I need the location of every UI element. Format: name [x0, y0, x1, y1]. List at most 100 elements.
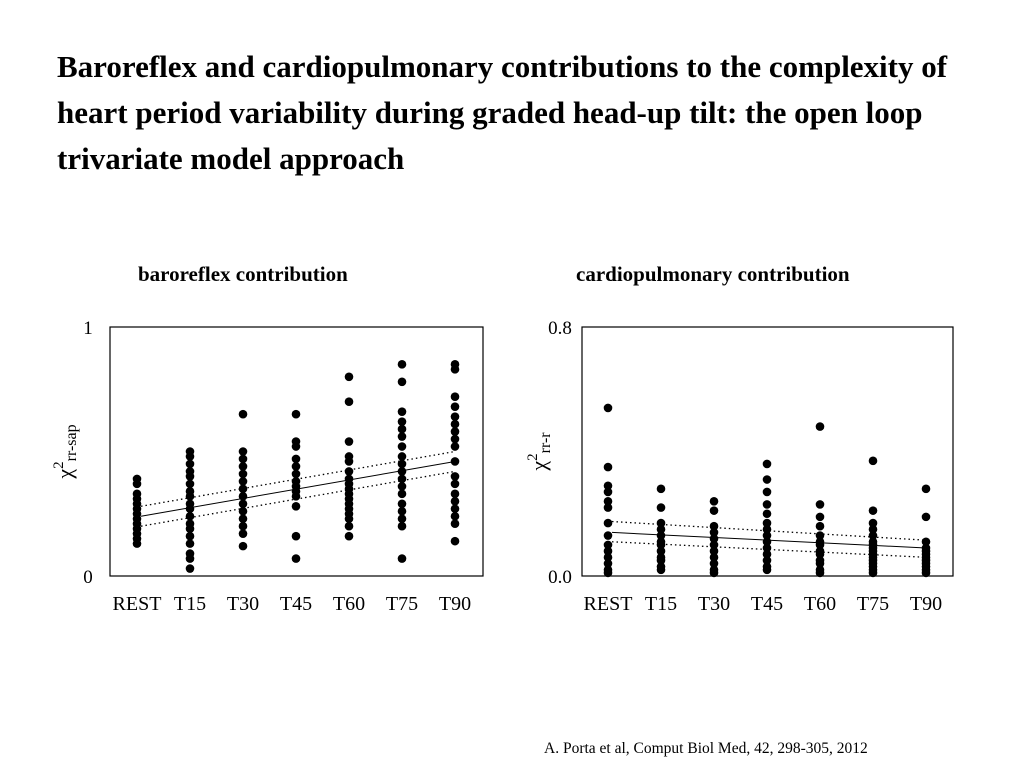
data-point	[603, 487, 613, 497]
data-point	[344, 397, 354, 407]
citation: A. Porta et al, Comput Biol Med, 42, 298…	[544, 740, 868, 757]
x-tick-label: T45	[280, 593, 312, 615]
x-tick-label: REST	[584, 593, 633, 615]
data-point	[709, 546, 719, 556]
data-point	[656, 540, 666, 550]
data-point	[868, 506, 878, 515]
data-point	[603, 553, 613, 562]
data-point	[603, 540, 613, 550]
data-point	[397, 514, 407, 524]
data-point	[450, 392, 460, 402]
data-point	[815, 559, 825, 568]
data-point	[132, 539, 142, 548]
x-tick-label: T60	[333, 593, 365, 615]
data-point	[868, 456, 878, 466]
data-point	[656, 556, 666, 565]
data-point	[185, 511, 195, 521]
data-point	[397, 506, 407, 516]
data-point	[291, 469, 301, 479]
data-point	[238, 484, 248, 494]
data-point	[815, 500, 825, 509]
data-point	[656, 503, 666, 512]
data-point	[397, 482, 407, 491]
x-tick-label: T15	[645, 593, 677, 615]
data-point	[762, 543, 772, 553]
data-point	[868, 525, 878, 534]
data-point	[868, 568, 878, 578]
data-point	[185, 504, 195, 514]
y-tick-label: 0.0	[548, 567, 572, 588]
data-point	[815, 531, 825, 540]
data-point	[291, 531, 301, 541]
data-point	[238, 492, 248, 501]
y-axis-label: χ2rr-sap	[51, 424, 80, 479]
data-point	[397, 499, 407, 509]
data-point	[185, 564, 195, 573]
data-point	[238, 477, 248, 486]
data-point	[656, 565, 666, 575]
data-point	[815, 422, 825, 431]
data-point	[603, 481, 613, 491]
data-point	[709, 506, 719, 515]
data-point	[450, 479, 460, 489]
data-point	[762, 459, 772, 469]
data-point	[450, 511, 460, 521]
data-point	[238, 469, 248, 479]
data-point	[397, 554, 407, 563]
data-point	[762, 487, 772, 497]
data-point	[450, 365, 460, 374]
data-point	[921, 512, 931, 522]
data-point	[185, 472, 195, 481]
data-point	[709, 540, 719, 550]
data-point	[397, 360, 407, 369]
data-point	[238, 454, 248, 464]
data-point	[762, 525, 772, 534]
data-point	[238, 447, 248, 456]
x-tick-label: T30	[698, 593, 730, 615]
data-point	[762, 518, 772, 528]
data-point	[185, 531, 195, 541]
data-point	[397, 452, 407, 461]
data-point	[238, 529, 248, 538]
data-point	[397, 467, 407, 476]
data-point	[603, 497, 613, 506]
x-tick-label: T75	[857, 593, 889, 615]
data-point	[397, 442, 407, 451]
data-point	[397, 407, 407, 416]
data-point	[291, 554, 301, 563]
data-point	[450, 536, 460, 546]
data-point	[185, 554, 195, 563]
data-point	[397, 424, 407, 434]
baroreflex-chart-title: baroreflex contribution	[138, 262, 348, 286]
data-point	[709, 568, 719, 578]
slide-title: Baroreflex and cardiopulmonary contribut…	[57, 49, 948, 176]
data-point	[921, 484, 931, 494]
data-point	[709, 553, 719, 562]
data-point	[762, 565, 772, 575]
data-point	[450, 457, 460, 466]
data-point	[603, 568, 613, 578]
data-point	[450, 442, 460, 451]
data-point	[238, 499, 248, 509]
data-point	[238, 409, 248, 419]
data-point	[762, 549, 772, 559]
data-point	[185, 492, 195, 501]
data-point	[397, 432, 407, 441]
x-tick-label: T15	[174, 593, 206, 615]
x-tick-label: T90	[439, 593, 471, 615]
data-point	[397, 521, 407, 531]
data-point	[344, 514, 354, 524]
x-tick-label: T45	[751, 593, 783, 615]
data-point	[291, 492, 301, 501]
data-point	[656, 518, 666, 528]
data-point	[185, 452, 195, 461]
data-point	[397, 417, 407, 426]
data-point	[397, 474, 407, 484]
data-point	[397, 377, 407, 387]
data-point	[815, 540, 825, 550]
y-tick-label: 0	[83, 567, 93, 588]
data-point	[656, 531, 666, 540]
data-point	[709, 534, 719, 543]
